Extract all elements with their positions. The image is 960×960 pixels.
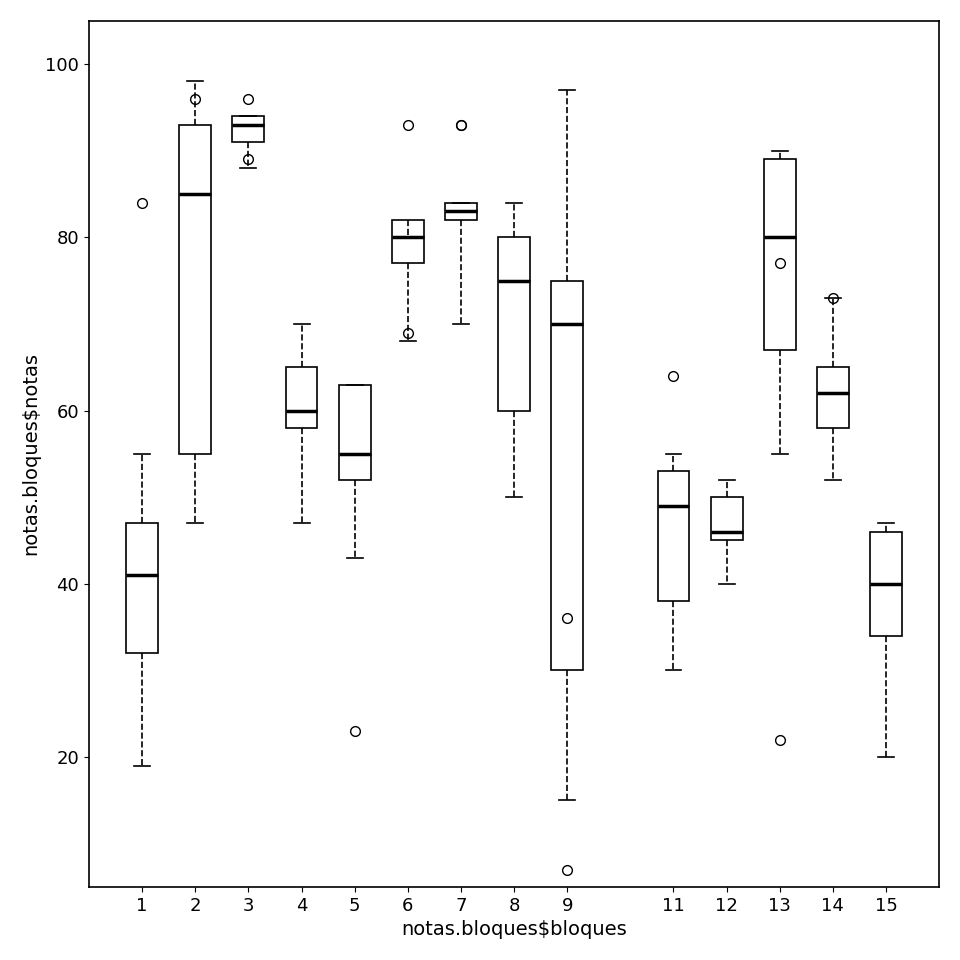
- PathPatch shape: [870, 532, 902, 636]
- PathPatch shape: [232, 116, 264, 142]
- PathPatch shape: [180, 125, 211, 454]
- PathPatch shape: [658, 471, 689, 601]
- PathPatch shape: [551, 280, 583, 670]
- PathPatch shape: [126, 523, 158, 653]
- PathPatch shape: [445, 203, 477, 220]
- Y-axis label: notas.bloques$notas: notas.bloques$notas: [21, 352, 39, 556]
- PathPatch shape: [710, 497, 743, 540]
- X-axis label: notas.bloques$bloques: notas.bloques$bloques: [401, 921, 627, 939]
- PathPatch shape: [285, 368, 318, 428]
- PathPatch shape: [817, 368, 849, 428]
- PathPatch shape: [339, 385, 371, 480]
- PathPatch shape: [392, 220, 423, 263]
- PathPatch shape: [764, 159, 796, 350]
- PathPatch shape: [498, 237, 530, 411]
